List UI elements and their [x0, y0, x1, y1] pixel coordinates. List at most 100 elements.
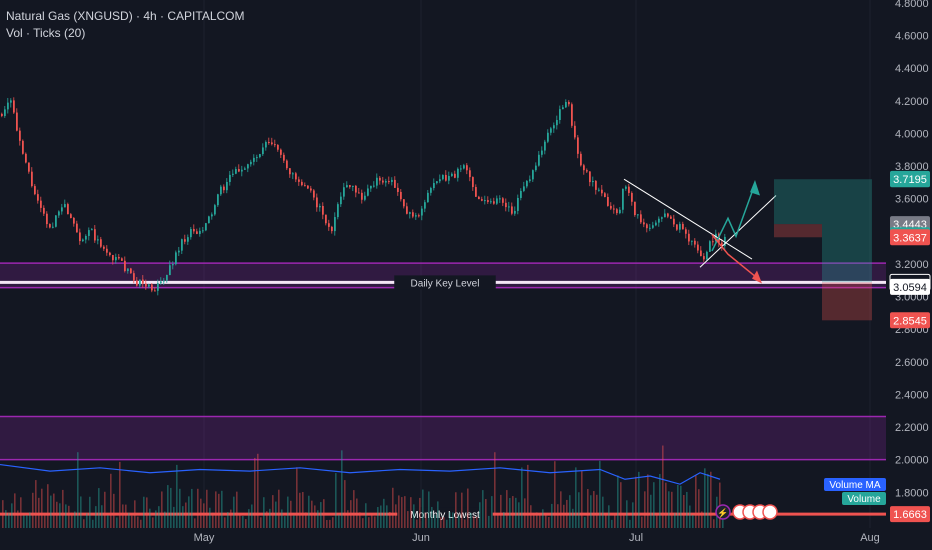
x-axis-label: May: [194, 532, 215, 544]
candle-body: [280, 149, 282, 155]
volume-bar: [224, 517, 226, 528]
volume-bar: [713, 519, 715, 528]
volume-bar: [425, 512, 427, 528]
volume-bar: [110, 473, 112, 528]
candle-body: [295, 173, 297, 180]
candle-body: [178, 250, 180, 253]
volume-bar: [710, 471, 712, 528]
candle-body: [16, 112, 18, 131]
candle-body: [688, 233, 690, 242]
symbol-title[interactable]: Natural Gas (XNGUSD) · 4h · CAPITALCOM: [6, 9, 245, 23]
candle-body: [481, 199, 483, 201]
volume-bar: [272, 495, 274, 528]
price-label-bg: [890, 312, 930, 329]
volume-bar: [242, 515, 244, 528]
volume-bar: [521, 467, 523, 528]
volume-bar: [209, 507, 211, 528]
candle-body: [445, 174, 447, 181]
candle-body: [133, 273, 135, 281]
volume-bar: [356, 498, 358, 528]
candle-body: [556, 119, 558, 126]
volume-bar: [8, 512, 10, 528]
volume-bar: [50, 495, 52, 528]
candle-body: [316, 197, 318, 208]
candle-body: [208, 216, 210, 224]
volume-bar: [434, 514, 436, 528]
candle-body: [229, 174, 231, 182]
candle-body: [493, 201, 495, 204]
bearish-arrow-head: [752, 270, 762, 284]
volume-bar: [38, 497, 40, 528]
volume-bar: [194, 518, 196, 528]
volume-bar: [488, 515, 490, 528]
volume-bar: [206, 489, 208, 528]
y-axis-tick: 3.6000: [895, 194, 929, 206]
volume-bar: [284, 516, 286, 528]
candle-body: [403, 199, 405, 207]
candle-body: [373, 185, 375, 187]
volume-bar: [701, 511, 703, 528]
candle-body: [277, 144, 279, 150]
candle-body: [79, 232, 81, 242]
volume-bar: [569, 495, 571, 528]
price-label-bg: [890, 171, 930, 188]
volume-bar: [590, 495, 592, 528]
candle-body: [538, 154, 540, 166]
volume-ma-line: [0, 463, 721, 485]
volume-bar: [293, 515, 295, 528]
candle-body: [223, 186, 225, 191]
candle-body: [574, 125, 576, 138]
volume-bar: [665, 482, 667, 528]
volume-bar: [188, 496, 190, 528]
volume-bar: [383, 498, 385, 528]
volume-bar: [305, 512, 307, 528]
legend-tag: Volume: [847, 494, 881, 505]
key-level-label: Daily Key Level: [411, 278, 480, 289]
candle-body: [130, 268, 132, 274]
candle-body: [463, 165, 465, 169]
volume-bar: [326, 519, 328, 528]
candle-body: [412, 212, 414, 217]
volume-bar: [116, 517, 118, 528]
candle-body: [637, 214, 639, 216]
volume-bar: [530, 505, 532, 528]
candle-body: [235, 169, 237, 174]
candle-body: [721, 242, 723, 247]
volume-bar: [77, 452, 79, 528]
candle-body: [358, 192, 360, 194]
candle-body: [307, 185, 309, 189]
bearish-projection-arrow: [711, 234, 761, 281]
volume-bar: [128, 512, 130, 528]
volume-bar: [122, 504, 124, 528]
candle-body: [394, 179, 396, 188]
candle-body: [55, 215, 57, 227]
volume-bar: [551, 503, 553, 528]
candle-body: [415, 215, 417, 217]
candle-body: [382, 180, 384, 183]
volume-bar: [23, 515, 25, 528]
candle-body: [193, 228, 195, 232]
volume-bar: [197, 488, 199, 528]
volume-bar: [335, 473, 337, 528]
candle-body: [46, 213, 48, 225]
price-label-bg: [890, 506, 930, 523]
candle-body: [19, 130, 21, 141]
candle-body: [691, 240, 693, 242]
candle-body: [643, 222, 645, 225]
volume-bar: [659, 473, 661, 528]
y-axis-tick: 4.0000: [895, 128, 929, 140]
candle-body: [220, 186, 222, 195]
volume-bar: [542, 509, 544, 528]
candle-body: [376, 177, 378, 186]
candle-body: [622, 188, 624, 210]
candle-body: [529, 179, 531, 181]
volume-bar: [596, 494, 598, 528]
volume-bar: [509, 497, 511, 528]
candle-body: [10, 100, 12, 103]
legend-tag: Volume MA: [829, 480, 880, 491]
candle-body: [43, 207, 45, 214]
indicator-label[interactable]: Vol · Ticks (20): [6, 26, 86, 40]
candle-body: [301, 181, 303, 186]
candle-body: [187, 237, 189, 242]
